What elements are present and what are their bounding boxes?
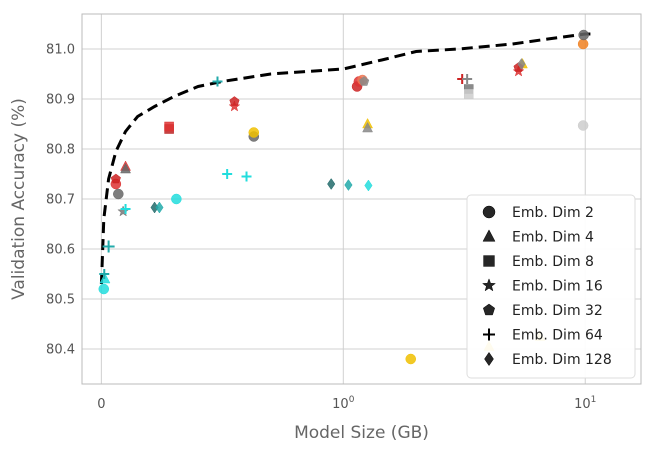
x-tick-label: 100: [332, 395, 355, 412]
legend-box: [466, 194, 636, 379]
data-point: [241, 171, 252, 182]
data-point: [113, 188, 124, 200]
x-tick-label: 101: [574, 395, 596, 412]
legend-label: Emb. Dim 2: [512, 205, 594, 221]
data-point: [212, 76, 223, 87]
data-point: [327, 178, 336, 190]
data-point: [222, 169, 233, 179]
data-point: [362, 121, 373, 133]
data-point: [155, 201, 164, 214]
data-point: [248, 127, 260, 138]
x-tick-label: 0: [97, 397, 105, 412]
y-axis-label: Validation Accuracy (%): [9, 98, 29, 300]
legend-label: Emb. Dim 16: [512, 279, 603, 295]
legend-label: Emb. Dim 4: [512, 230, 594, 246]
data-point: [344, 179, 353, 191]
legend-label: Emb. Dim 32: [512, 303, 603, 319]
legend-marker-square-icon: [483, 255, 495, 267]
legend-marker-circle-icon: [482, 205, 496, 219]
legend-marker-pentagon-icon: [483, 303, 495, 316]
legend-label: Emb. Dim 8: [512, 254, 594, 270]
data-point: [578, 29, 589, 41]
y-tick-label: 80.5: [46, 293, 75, 308]
y-tick-label: 80.4: [46, 343, 75, 358]
data-point: [110, 173, 121, 184]
data-point: [120, 204, 131, 214]
data-point: [405, 353, 416, 365]
legend-marker-diamond-icon: [484, 351, 494, 367]
y-tick-label: 80.6: [46, 243, 75, 258]
legend-marker-plus-icon: [483, 328, 495, 341]
data-point: [462, 74, 473, 84]
legend-label: Emb. Dim 64: [512, 328, 603, 344]
legend-label: Emb. Dim 128: [512, 352, 612, 368]
data-point: [99, 269, 110, 279]
data-point: [98, 283, 110, 295]
data-point: [577, 38, 589, 50]
data-point: [229, 96, 240, 106]
data-point: [228, 100, 241, 112]
data-point: [464, 89, 474, 99]
data-point: [102, 240, 115, 253]
data-points: [98, 29, 589, 365]
data-point: [517, 58, 526, 70]
legend-marker-star-icon: [481, 278, 497, 292]
legend: Emb. Dim 2 Emb. Dim 4 Emb. Dim 8 Emb. Dim 1…: [466, 194, 636, 379]
data-point: [577, 120, 589, 131]
data-point: [171, 193, 182, 205]
axes: 80.4 80.5 80.6 80.7 80.8 80.9 81.0 0 100 101 Model…: [9, 13, 642, 443]
plot-frame: [81, 13, 642, 385]
data-point: [164, 121, 174, 132]
y-tick-label: 80.7: [46, 193, 75, 208]
x-axis-label: Model Size (GB): [294, 423, 429, 443]
data-point: [120, 162, 131, 174]
legend-marker-triangle-icon: [482, 229, 496, 242]
data-point: [117, 205, 130, 217]
y-tick-label: 80.8: [46, 143, 75, 158]
data-point: [364, 179, 373, 192]
y-tick-label: 81.0: [46, 43, 75, 58]
data-point: [359, 76, 370, 86]
y-tick-label: 80.9: [46, 93, 75, 108]
